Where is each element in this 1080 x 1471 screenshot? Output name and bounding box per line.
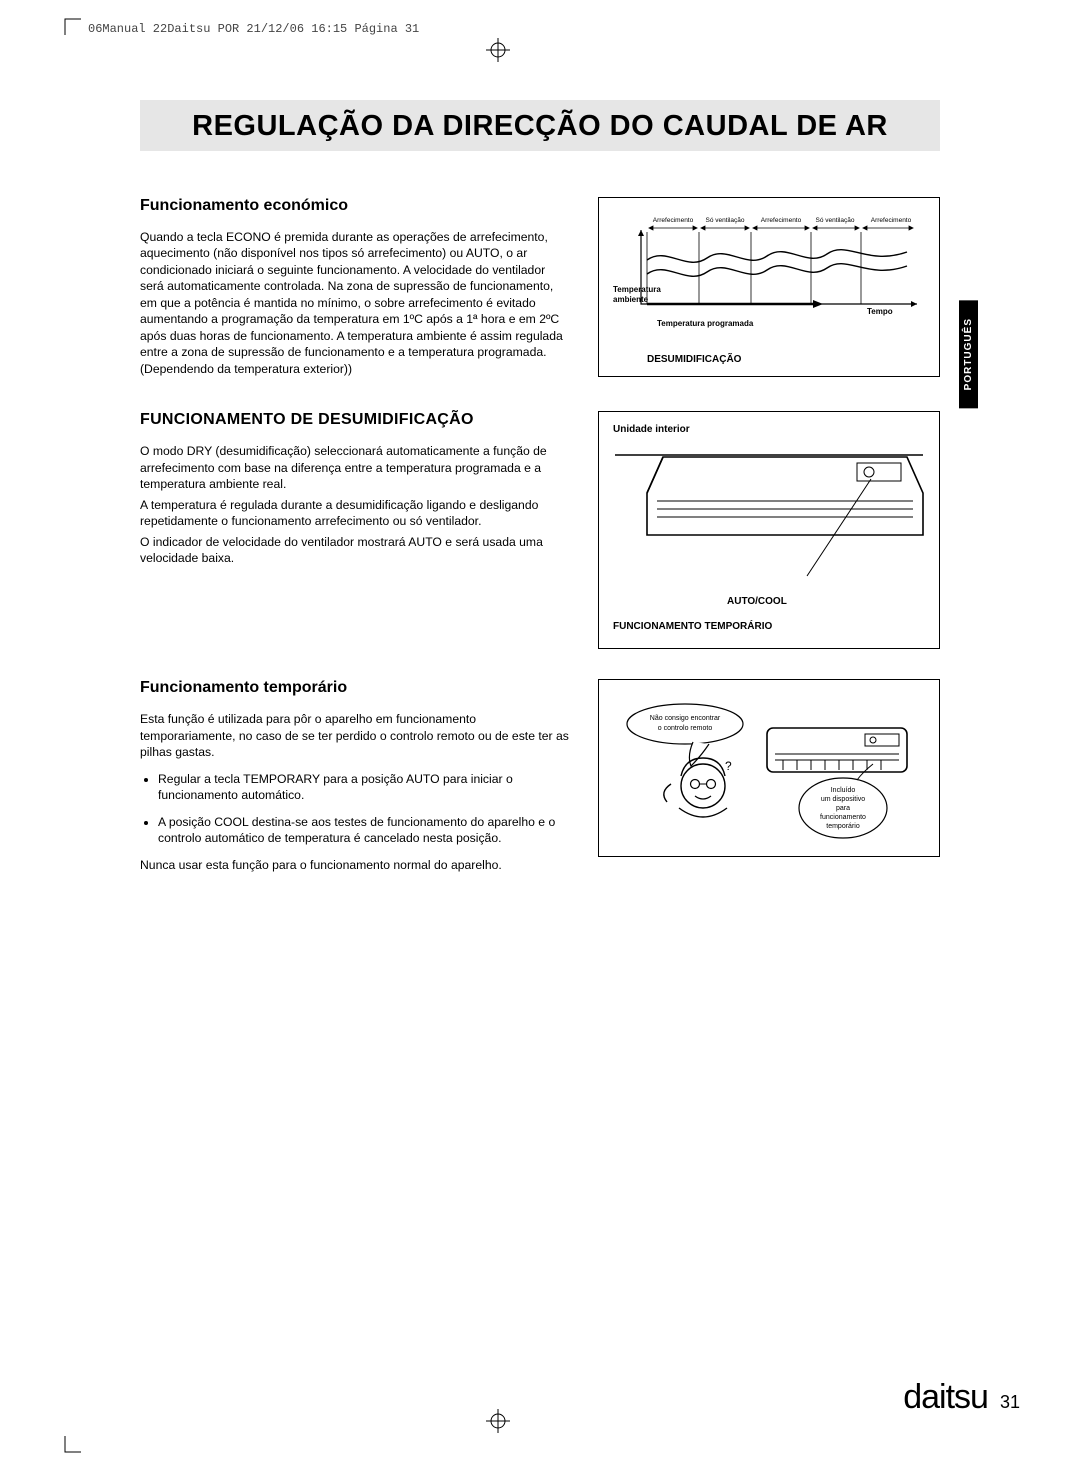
reg-mark-icon <box>486 1409 510 1433</box>
temporary-illustration-icon: Não consigo encontrar o controlo remoto … <box>607 690 931 848</box>
svg-text:Não consigo encontrar: Não consigo encontrar <box>650 715 721 722</box>
section3-p2: Nunca usar esta função para o funcioname… <box>140 857 572 873</box>
section1-heading: Funcionamento económico <box>140 197 572 215</box>
svg-text:Arrefecimento: Arrefecimento <box>871 217 912 224</box>
title-banner: REGULAÇÃO DA DIRECÇÃO DO CAUDAL DE AR <box>140 100 940 151</box>
svg-text:DESUMIDIFICAÇÃO: DESUMIDIFICAÇÃO <box>647 352 742 365</box>
section2-heading: FUNCIONAMENTO DE DESUMIDIFICAÇÃO <box>140 411 572 429</box>
page-footer: daitsu 31 <box>903 1378 1020 1417</box>
reg-mark-icon <box>486 38 510 62</box>
svg-text:um dispositivo: um dispositivo <box>821 796 865 803</box>
section2-p3: O indicador de velocidade do ventilador … <box>140 534 572 567</box>
figure-temporary: Não consigo encontrar o controlo remoto … <box>598 679 940 857</box>
svg-text:o controlo remoto: o controlo remoto <box>658 725 713 732</box>
crop-mark-icon <box>64 18 82 36</box>
figure-econo: Arrefecimento Só ventilação Arrefeciment… <box>598 197 940 377</box>
brand-logo: daitsu <box>903 1378 988 1417</box>
figure-dehumid: Unidade interior AUT <box>598 411 940 649</box>
svg-text:para: para <box>836 805 850 812</box>
print-meta: 06Manual 22Daitsu POR 21/12/06 16:15 Pág… <box>88 22 419 36</box>
section2-p1: O modo DRY (desumidificação) seleccionar… <box>140 443 572 492</box>
econo-chart-icon: Arrefecimento Só ventilação Arrefeciment… <box>607 208 931 368</box>
section3-heading: Funcionamento temporário <box>140 679 572 697</box>
svg-text:Só ventilação: Só ventilação <box>705 217 744 224</box>
section3-li2: A posição COOL destina-se aos testes de … <box>158 814 572 847</box>
svg-text:Tempo: Tempo <box>867 307 893 316</box>
svg-text:Temperatura programada: Temperatura programada <box>657 319 754 328</box>
section2-p2: A temperatura é regulada durante a desum… <box>140 497 572 530</box>
svg-text:Incluído: Incluído <box>831 787 856 794</box>
svg-text:temporário: temporário <box>826 823 860 830</box>
svg-text:Arrefecimento: Arrefecimento <box>761 217 802 224</box>
fig2-top-label: Unidade interior <box>613 424 931 435</box>
section1-text: Quando a tecla ECONO é premida durante a… <box>140 229 572 377</box>
svg-text:?: ? <box>725 759 732 773</box>
language-tab: PORTUGUÊS <box>959 300 978 408</box>
page-number: 31 <box>1000 1392 1020 1413</box>
fig2-mid-label: AUTO/COOL <box>727 596 931 607</box>
svg-text:ambiente: ambiente <box>613 295 649 304</box>
section3-p1: Esta função é utilizada para pôr o apare… <box>140 711 572 760</box>
svg-text:Temperatura: Temperatura <box>613 285 661 294</box>
svg-text:Só ventilação: Só ventilação <box>815 217 854 224</box>
svg-text:funcionamento: funcionamento <box>820 814 866 821</box>
svg-text:Arrefecimento: Arrefecimento <box>653 217 694 224</box>
page-title: REGULAÇÃO DA DIRECÇÃO DO CAUDAL DE AR <box>146 110 934 143</box>
section3-list: Regular a tecla TEMPORARY para a posição… <box>140 771 572 847</box>
section3-li1: Regular a tecla TEMPORARY para a posição… <box>158 771 572 804</box>
fig2-section-label: FUNCIONAMENTO TEMPORÁRIO <box>613 621 931 632</box>
page-content: REGULAÇÃO DA DIRECÇÃO DO CAUDAL DE AR PO… <box>140 100 940 907</box>
indoor-unit-icon <box>607 441 931 591</box>
crop-mark-icon <box>64 1435 82 1453</box>
